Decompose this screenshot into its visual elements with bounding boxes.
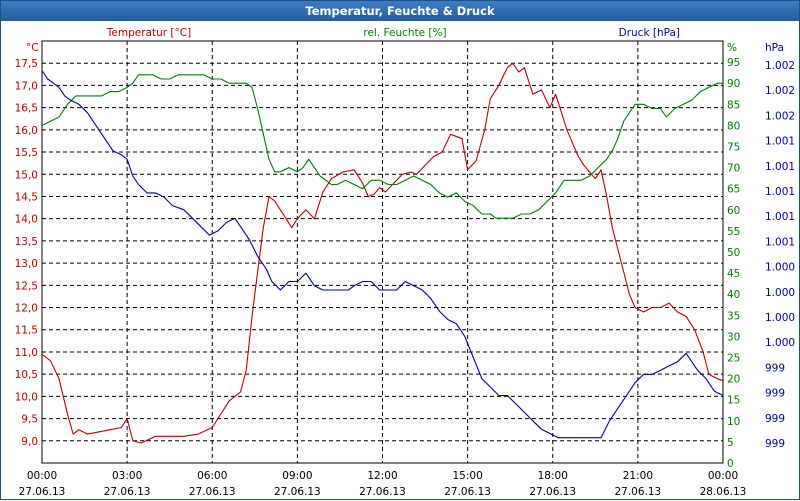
series-line-temperature	[41, 62, 724, 444]
x-tick-time: 09:00	[282, 470, 312, 482]
pressure-tick-label: 1.002	[765, 110, 795, 122]
temperature-tick-label: 17,0	[15, 80, 38, 92]
x-tick-time: 12:00	[367, 470, 397, 482]
humidity-tick-label: 35	[727, 310, 740, 322]
x-tick-time: 21:00	[623, 470, 653, 482]
temperature-tick-label: 14,0	[15, 214, 38, 226]
humidity-tick-label: 40	[727, 289, 740, 301]
temperature-tick-label: 10,5	[15, 369, 38, 381]
x-tick-date: 27.06.13	[614, 486, 661, 498]
temperature-tick-label: 11,0	[15, 347, 38, 359]
series-line-humidity	[41, 74, 723, 219]
x-tick-time: 00:00	[27, 470, 57, 482]
humidity-tick-label: 30	[727, 331, 740, 343]
temperature-tick-label: 13,5	[15, 236, 38, 248]
humidity-tick-label: 60	[727, 205, 740, 217]
temperature-tick-label: 12,5	[15, 280, 38, 292]
x-tick-time: 00:00	[708, 470, 738, 482]
humidity-tick-label: 95	[727, 57, 740, 69]
humidity-unit-label: %	[727, 42, 737, 54]
x-tick-date: 27.06.13	[104, 486, 151, 498]
humidity-tick-label: 75	[727, 142, 740, 154]
humidity-tick-label: 15	[727, 395, 740, 407]
pressure-tick-label: 1.000	[765, 262, 795, 274]
x-tick-time: 15:00	[452, 470, 482, 482]
pressure-axis-title: Druck [hPa]	[619, 27, 680, 39]
x-tick-time: 03:00	[112, 470, 142, 482]
humidity-axis-title: rel. Feuchte [%]	[363, 27, 446, 39]
humidity-tick-label: 10	[727, 416, 740, 428]
temperature-tick-label: 10,0	[15, 391, 38, 403]
pressure-tick-label: 1.001	[765, 136, 795, 148]
pressure-tick-label: 1.002	[765, 60, 795, 72]
humidity-tick-label: 90	[727, 78, 740, 90]
pressure-tick-label: 1.001	[765, 186, 795, 198]
x-tick-time: 06:00	[197, 470, 227, 482]
pressure-tick-label: 999	[765, 388, 785, 400]
pressure-tick-label: 999	[765, 438, 785, 450]
temperature-tick-label: 14,5	[15, 191, 38, 203]
temperature-axis-title: Temperatur [°C]	[106, 27, 191, 39]
temperature-tick-label: 15,0	[15, 169, 38, 181]
humidity-tick-label: 50	[727, 247, 740, 259]
temperature-tick-label: 15,5	[15, 147, 38, 159]
x-tick-date: 28.06.13	[700, 486, 747, 498]
temperature-unit-label: °C	[26, 42, 39, 54]
humidity-tick-label: 5	[727, 437, 734, 449]
pressure-tick-label: 1.002	[765, 85, 795, 97]
temperature-tick-label: 16,5	[15, 103, 38, 115]
series-line-pressure	[41, 70, 724, 439]
x-tick-date: 27.06.13	[189, 486, 236, 498]
x-tick-date: 27.06.13	[444, 486, 491, 498]
pressure-tick-label: 1.001	[765, 236, 795, 248]
pressure-tick-label: 999	[765, 362, 785, 374]
temperature-tick-label: 12,0	[15, 303, 38, 315]
pressure-unit-label: hPa	[765, 42, 784, 54]
temperature-tick-label: 9,5	[21, 414, 38, 426]
humidity-tick-label: 80	[727, 120, 740, 132]
humidity-tick-label: 55	[727, 226, 740, 238]
pressure-tick-label: 1.001	[765, 161, 795, 173]
pressure-tick-label: 1.001	[765, 211, 795, 223]
chart-title: Temperatur, Feuchte & Druck	[1, 1, 799, 21]
humidity-tick-label: 25	[727, 353, 740, 365]
humidity-tick-label: 85	[727, 99, 740, 111]
temperature-tick-label: 13,0	[15, 258, 38, 270]
temperature-tick-label: 9,0	[21, 436, 38, 448]
x-tick-date: 27.06.13	[19, 486, 66, 498]
x-tick-date: 27.06.13	[359, 486, 406, 498]
humidity-tick-label: 70	[727, 163, 740, 175]
humidity-tick-label: 20	[727, 374, 740, 386]
pressure-tick-label: 1.000	[765, 337, 795, 349]
x-tick-date: 27.06.13	[529, 486, 576, 498]
pressure-tick-label: 1.000	[765, 287, 795, 299]
temperature-tick-label: 11,5	[15, 325, 38, 337]
pressure-tick-label: 999	[765, 413, 785, 425]
x-tick-date: 27.06.13	[274, 486, 321, 498]
x-tick-time: 18:00	[538, 470, 568, 482]
humidity-tick-label: 65	[727, 184, 740, 196]
humidity-tick-label: 0	[727, 458, 734, 470]
humidity-tick-label: 45	[727, 268, 740, 280]
temperature-tick-label: 16,0	[15, 125, 38, 137]
temperature-tick-label: 17,5	[15, 58, 38, 70]
pressure-tick-label: 1.000	[765, 312, 795, 324]
